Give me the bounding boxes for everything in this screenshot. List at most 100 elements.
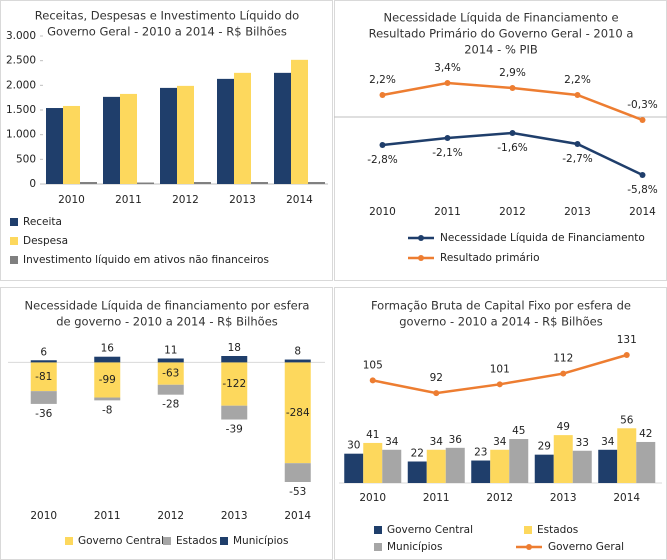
data-label: -2,1%	[432, 147, 462, 159]
x-tick-label: 2011	[434, 206, 461, 218]
x-tick-label: 2012	[172, 194, 199, 206]
bar	[636, 441, 656, 483]
legend-swatch	[10, 256, 18, 264]
line	[382, 131, 644, 177]
data-label: 29	[538, 441, 551, 453]
bar	[617, 428, 637, 483]
bar	[344, 453, 364, 483]
x-tick-label: 2012	[157, 510, 184, 522]
bar	[553, 435, 573, 483]
marker	[379, 92, 386, 98]
data-label: -39	[226, 424, 243, 436]
bar	[445, 447, 465, 483]
data-label: 11	[164, 344, 177, 356]
legend-marker	[418, 255, 424, 261]
data-label: -81	[35, 371, 52, 383]
marker	[639, 117, 646, 123]
chart-title: 2014 - % PIB	[464, 43, 538, 57]
bar	[234, 72, 251, 184]
legend-label: Municípios	[233, 535, 288, 547]
legend-label: Receita	[23, 216, 62, 228]
data-label: 41	[366, 429, 379, 441]
chart-title: Receitas, Despesas e Investimento Líquid…	[35, 9, 299, 23]
bar	[274, 72, 291, 184]
data-label: 112	[553, 353, 573, 365]
legend-label: Governo Central	[78, 535, 164, 547]
legend-label: Municípios	[387, 541, 442, 553]
x-tick-label: 2010	[369, 206, 396, 218]
data-label: 34	[601, 436, 615, 448]
data-label: 42	[639, 428, 652, 440]
legend-label: Governo Geral	[548, 541, 624, 553]
data-label: 101	[490, 363, 510, 375]
bar-segment	[94, 356, 121, 363]
x-tick-label: 2010	[58, 194, 85, 206]
x-tick-label: 2013	[550, 492, 577, 504]
marker	[509, 85, 516, 91]
marker	[444, 80, 451, 86]
x-tick-label: 2011	[115, 194, 142, 206]
legend-label: Estados	[176, 535, 217, 547]
bar	[407, 461, 427, 483]
bar	[251, 182, 268, 184]
x-tick-label: 2013	[221, 510, 248, 522]
data-label: -99	[99, 374, 116, 386]
bar-segment	[157, 384, 184, 395]
bar	[509, 439, 529, 483]
chart-title: Resultado Primário do Governo Geral - 20…	[369, 27, 634, 41]
marker	[433, 390, 440, 397]
bar-segment	[30, 362, 57, 392]
data-label: 8	[294, 346, 301, 358]
data-label: 23	[474, 447, 487, 459]
data-label: 49	[557, 421, 570, 433]
legend-swatch	[220, 537, 228, 545]
bar-segment	[284, 359, 311, 363]
bar-segment	[284, 463, 311, 482]
x-tick-label: 2013	[564, 206, 591, 218]
legend-label: Estados	[537, 524, 578, 536]
data-label: 16	[101, 343, 115, 355]
x-tick-label: 2014	[629, 206, 656, 218]
bar-segment	[221, 356, 248, 363]
bar-segment	[94, 397, 121, 401]
marker	[574, 141, 581, 147]
bar-segment	[284, 362, 311, 464]
bar	[534, 454, 554, 483]
data-label: -63	[162, 368, 179, 380]
bar	[572, 450, 592, 483]
marker	[509, 130, 516, 136]
legend-swatch	[524, 526, 532, 534]
legend-marker	[526, 544, 532, 550]
marker	[639, 172, 646, 178]
data-label: 22	[411, 448, 424, 460]
legend-swatch	[65, 537, 73, 545]
data-label: 2,2%	[564, 74, 591, 86]
bar	[471, 460, 491, 483]
y-tick-label: 2.000	[6, 79, 36, 91]
x-tick-label: 2011	[423, 492, 450, 504]
bar-segment	[221, 362, 248, 406]
x-tick-label: 2014	[613, 492, 640, 504]
data-label: -53	[289, 486, 306, 498]
data-label: 92	[430, 372, 443, 384]
bar-segment	[157, 362, 184, 385]
legend-swatch	[374, 526, 382, 534]
data-label: 34	[430, 436, 444, 448]
data-label: 34	[385, 436, 399, 448]
bar	[291, 59, 308, 184]
bar-segment	[221, 405, 248, 420]
data-label: 6	[40, 346, 47, 358]
data-label: -122	[222, 378, 246, 390]
chart-title: de governo - 2010 a 2014 - R$ Bilhões	[56, 315, 278, 329]
chart-title: Necessidade Líquida de financiamento por…	[25, 299, 310, 313]
data-label: 105	[363, 359, 383, 371]
x-tick-label: 2010	[359, 492, 386, 504]
y-tick-label: 1.500	[6, 104, 36, 116]
data-label: 3,4%	[434, 62, 461, 74]
bar	[308, 182, 325, 184]
bar	[382, 449, 402, 483]
data-label: -5,8%	[627, 184, 657, 196]
data-label: -284	[286, 407, 310, 419]
legend-label: Despesa	[23, 235, 68, 247]
legend-swatch	[10, 218, 18, 226]
